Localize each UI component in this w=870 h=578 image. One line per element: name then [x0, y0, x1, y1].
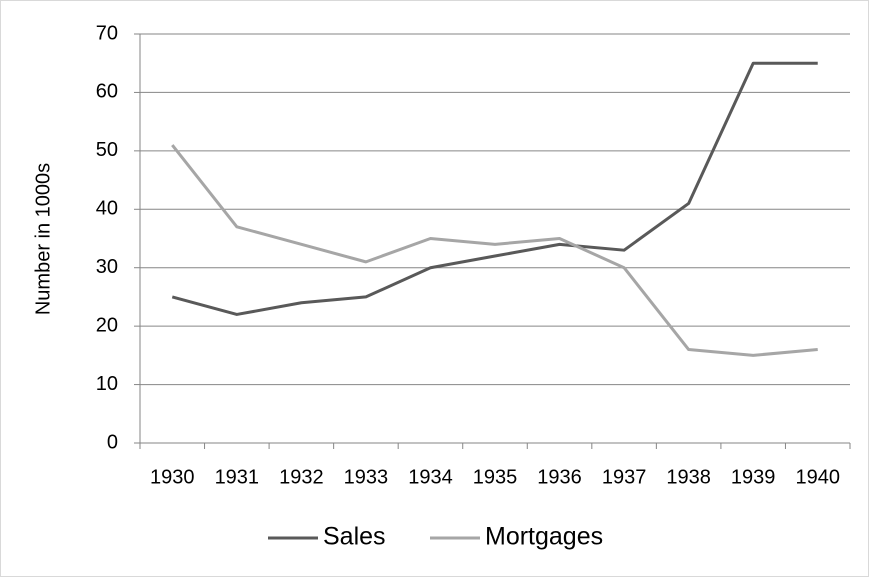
x-tick-label: 1935 — [473, 466, 518, 488]
x-tick-label: 1936 — [537, 466, 582, 488]
y-tick-label: 0 — [107, 431, 118, 453]
series-line — [171, 61, 818, 316]
x-tick-label: 1933 — [344, 466, 389, 488]
y-tick-label: 50 — [96, 139, 118, 161]
y-tick-label: 60 — [96, 81, 118, 103]
x-tick-label: 1930 — [150, 466, 195, 488]
x-tick-label: 1932 — [279, 466, 324, 488]
y-tick-label: 20 — [96, 314, 118, 336]
y-tick-label: 70 — [96, 22, 118, 44]
legend-label: Mortgages — [485, 523, 603, 551]
y-tick-label: 40 — [96, 198, 118, 220]
y-tick-label: 10 — [96, 373, 118, 395]
y-tick-label: 30 — [96, 256, 118, 278]
x-tick-label: 1939 — [731, 466, 776, 488]
x-tick-label: 1931 — [215, 466, 260, 488]
series-line — [171, 144, 818, 357]
y-axis-label: Number in 1000s — [32, 163, 54, 315]
x-tick-label: 1938 — [666, 466, 711, 488]
x-tick-label: 1937 — [602, 466, 647, 488]
x-tick-label: 1940 — [795, 466, 840, 488]
x-tick-label: 1934 — [408, 466, 453, 488]
legend-label: Sales — [323, 523, 386, 551]
